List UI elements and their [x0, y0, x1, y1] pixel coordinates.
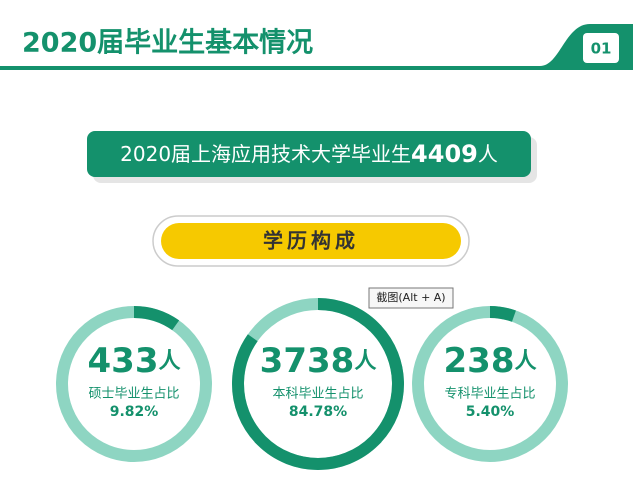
ring-arc [232, 298, 404, 470]
stat-label: 硕士毕业生占比 [88, 387, 179, 402]
tooltip: 截图(Alt + A) [376, 290, 445, 304]
count-number: 3738 [260, 341, 355, 381]
count-number: 433 [88, 341, 159, 381]
ring-track [412, 306, 568, 462]
ring-arc [412, 306, 568, 462]
count-number: 238 [444, 341, 515, 381]
headline: 2020届上海应用技术大学毕业生4409人 [120, 140, 498, 168]
count-unit: 人 [514, 349, 536, 374]
page-title: 2020届毕业生基本情况 [22, 28, 313, 59]
stat-label: 本科毕业生占比 [272, 387, 363, 402]
ring-arc [56, 306, 212, 462]
headline-prefix: 2020届上海应用技术大学毕业生 [120, 142, 411, 166]
page-number: 01 [591, 40, 612, 58]
count-unit: 人 [158, 349, 180, 374]
stat-percent: 84.78% [289, 404, 347, 420]
ring-track [56, 306, 212, 462]
count-unit: 人 [354, 349, 376, 374]
headline-count: 4409 [411, 140, 478, 168]
rings: 433人硕士毕业生占比9.82%3738人本科毕业生占比84.78%238人专科… [56, 298, 568, 470]
section-pill [161, 223, 461, 259]
page-number-box [583, 33, 619, 63]
headline-unit: 人 [478, 142, 498, 166]
stat-count: 238人 [444, 341, 537, 381]
stat-percent: 5.40% [466, 404, 515, 420]
stat-count: 433人 [88, 341, 181, 381]
section-label: 学历构成 [263, 229, 359, 253]
tooltip-box [368, 287, 454, 309]
stat-label: 专科毕业生占比 [444, 387, 535, 402]
header-line [0, 66, 633, 70]
headline-box [87, 131, 531, 177]
stat-percent: 9.82% [110, 404, 159, 420]
header-bar [0, 24, 633, 70]
stat-count: 3738人 [260, 341, 377, 381]
